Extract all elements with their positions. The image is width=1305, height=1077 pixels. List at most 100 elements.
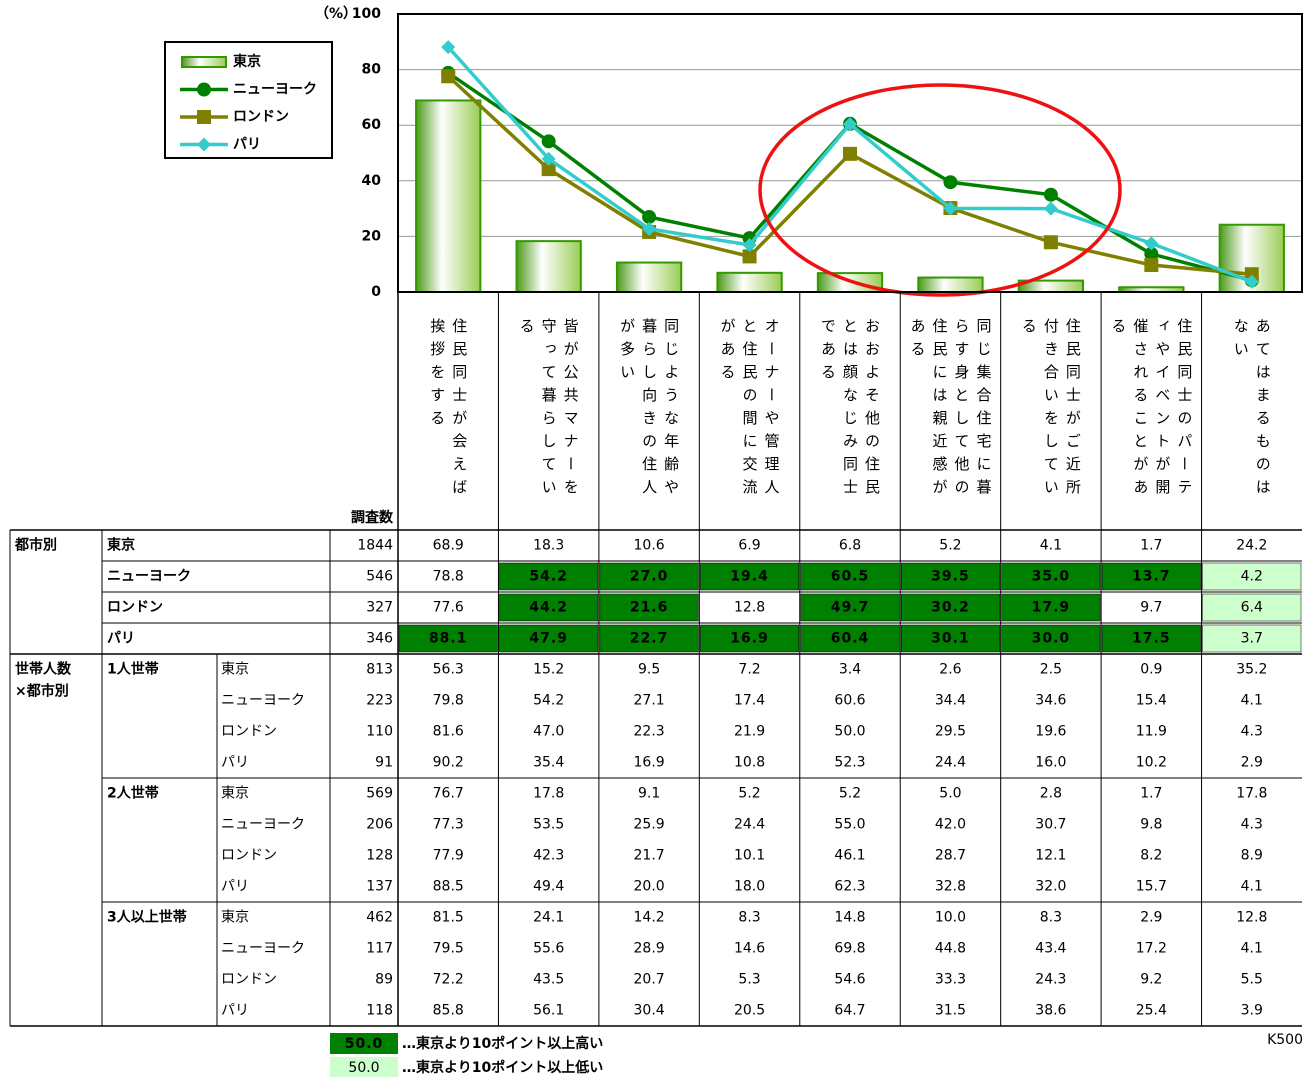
- marker: [843, 146, 857, 161]
- cell: 24.4: [935, 755, 966, 771]
- cell: 8.3: [738, 910, 760, 926]
- cell-highlight: [499, 624, 599, 653]
- cell: 89: [375, 972, 393, 988]
- x-tick-label: 皆が公共マナーを守って暮らしている: [517, 318, 580, 502]
- cell: 4.1: [1241, 693, 1263, 709]
- cell: 50.0: [834, 724, 865, 740]
- cell: 13.7: [1132, 569, 1171, 585]
- cell: 17.9: [1032, 600, 1071, 616]
- cell: 81.6: [433, 724, 464, 740]
- marker: [943, 175, 958, 190]
- cell-highlight: [1001, 593, 1101, 622]
- cell: 77.9: [433, 848, 464, 864]
- marker: [441, 69, 456, 84]
- key-text: …東京より10ポイント以上低い: [402, 1059, 603, 1076]
- group-label: 1人世帯: [107, 661, 159, 678]
- cell: 22.7: [630, 631, 669, 647]
- cell-highlight: [1202, 562, 1302, 591]
- cell: 27.1: [634, 693, 665, 709]
- cell: 223: [366, 693, 393, 709]
- cell: 52.3: [834, 755, 865, 771]
- cell: 60.5: [831, 569, 870, 585]
- cell: 34.4: [935, 693, 966, 709]
- cell: 9.5: [638, 662, 660, 678]
- cell: 44.8: [935, 941, 966, 957]
- cell: 42.3: [533, 848, 564, 864]
- cell: 813: [366, 662, 393, 678]
- cell: 1844: [357, 538, 393, 554]
- cell: 54.2: [533, 693, 564, 709]
- legend-marker: [197, 137, 211, 152]
- cell: 10.2: [1136, 755, 1167, 771]
- legend-label: ニューヨーク: [233, 82, 317, 98]
- cell: 19.4: [730, 569, 769, 585]
- legend-label: 東京: [233, 53, 261, 70]
- row-label: ニューヨーク: [221, 693, 305, 709]
- cell: 33.3: [935, 972, 966, 988]
- cell: 14.8: [834, 910, 865, 926]
- cell: 462: [366, 910, 393, 926]
- cell: 78.8: [433, 569, 464, 585]
- cell: 27.0: [630, 569, 669, 585]
- marker: [541, 134, 556, 149]
- cell: 50.0: [345, 1036, 384, 1052]
- marker: [1043, 235, 1058, 250]
- cell: 10.0: [935, 910, 966, 926]
- legend-swatch: [181, 56, 227, 68]
- cell: 206: [366, 817, 393, 833]
- cell: 30.1: [931, 631, 970, 647]
- cell: 5.0: [939, 786, 961, 802]
- x-tick-label: 同じような年齢や暮らし向きの住人が多い: [618, 318, 681, 502]
- x-tick-label-box: おおよそ他の住民とは顔なじみ同士である: [800, 318, 900, 508]
- cell: 5.2: [939, 538, 961, 554]
- cell: 55.6: [533, 941, 564, 957]
- cell: 5.2: [738, 786, 760, 802]
- cell: 62.3: [834, 879, 865, 895]
- row-label: ニューヨーク: [221, 817, 305, 833]
- cell: 11.9: [1136, 724, 1167, 740]
- cell: 22.3: [634, 724, 665, 740]
- cell: 19.6: [1035, 724, 1066, 740]
- cell: 68.9: [433, 538, 464, 554]
- cell: 9.2: [1140, 972, 1162, 988]
- cell: 25.9: [634, 817, 665, 833]
- cell: 4.3: [1241, 817, 1263, 833]
- x-tick-label: オーナーや管理人と住民の間に交流がある: [718, 318, 781, 502]
- cell: 17.5: [1132, 631, 1171, 647]
- x-tick-label-box: 住民同士がご近所付き合いをしている: [1001, 318, 1101, 508]
- cell: 60.6: [834, 693, 865, 709]
- y-axis-unit: （%）: [315, 6, 357, 22]
- row-label: 東京: [107, 537, 135, 554]
- row-label: 東京: [221, 786, 249, 802]
- cell: 43.4: [1035, 941, 1066, 957]
- x-tick-label-box: 住民同士のパーティやイベントが開催されることがある: [1101, 318, 1201, 508]
- cell: 2.5: [1040, 662, 1062, 678]
- cell: 3.7: [1241, 631, 1263, 647]
- y-tick-label: 40: [362, 173, 382, 189]
- section-label: ×都市別: [15, 683, 69, 700]
- cell: 30.4: [634, 1003, 665, 1019]
- cell: 55.0: [834, 817, 865, 833]
- cell-highlight: [599, 624, 699, 653]
- marker: [1244, 274, 1259, 289]
- marker: [1144, 236, 1159, 251]
- row-label: ニューヨーク: [221, 941, 305, 957]
- cell-highlight: [800, 624, 900, 653]
- cell: 69.8: [834, 941, 865, 957]
- cell: 9.7: [1140, 600, 1162, 616]
- cell: 20.0: [634, 879, 665, 895]
- cell-highlight: [499, 593, 599, 622]
- cell: 5.5: [1241, 972, 1263, 988]
- marker: [1043, 201, 1058, 216]
- row-label: パリ: [221, 879, 249, 895]
- row-label: ニューヨーク: [107, 569, 191, 585]
- cell: 10.6: [634, 538, 665, 554]
- cell: 12.1: [1035, 848, 1066, 864]
- cell: 49.4: [533, 879, 564, 895]
- x-tick-label-box: 住民同士が会えば挨拶をする: [398, 318, 498, 508]
- cell: 77.3: [433, 817, 464, 833]
- cell: 15.2: [533, 662, 564, 678]
- cell-highlight: [800, 593, 900, 622]
- cell-highlight: [900, 593, 1000, 622]
